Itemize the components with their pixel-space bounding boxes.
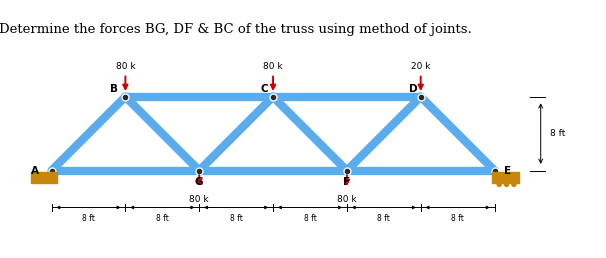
Text: 8 ft: 8 ft bbox=[304, 214, 316, 223]
Text: A: A bbox=[31, 166, 39, 175]
Text: B: B bbox=[110, 84, 118, 94]
Text: G: G bbox=[195, 177, 204, 187]
Text: 8 ft: 8 ft bbox=[156, 214, 168, 223]
Text: 80 k: 80 k bbox=[263, 62, 283, 71]
Text: 20 k: 20 k bbox=[411, 62, 430, 71]
Bar bbox=[492, 172, 519, 183]
Circle shape bbox=[505, 182, 508, 187]
Text: 8 ft: 8 ft bbox=[378, 214, 390, 223]
Text: D: D bbox=[409, 84, 418, 94]
Text: 8 ft: 8 ft bbox=[230, 214, 242, 223]
Circle shape bbox=[497, 182, 501, 187]
Text: 80 k: 80 k bbox=[337, 195, 357, 204]
Text: C: C bbox=[260, 84, 268, 94]
Text: E: E bbox=[504, 166, 511, 175]
Text: Determine the forces BG, DF & BC of the truss using method of joints.: Determine the forces BG, DF & BC of the … bbox=[0, 23, 472, 36]
Text: 8 ft: 8 ft bbox=[550, 129, 565, 138]
Circle shape bbox=[512, 182, 516, 187]
Bar bbox=[32, 172, 57, 183]
Text: F: F bbox=[344, 177, 350, 187]
Text: 80 k: 80 k bbox=[190, 195, 209, 204]
Text: 8 ft: 8 ft bbox=[82, 214, 95, 223]
Text: 80 k: 80 k bbox=[116, 62, 135, 71]
Text: 8 ft: 8 ft bbox=[451, 214, 464, 223]
